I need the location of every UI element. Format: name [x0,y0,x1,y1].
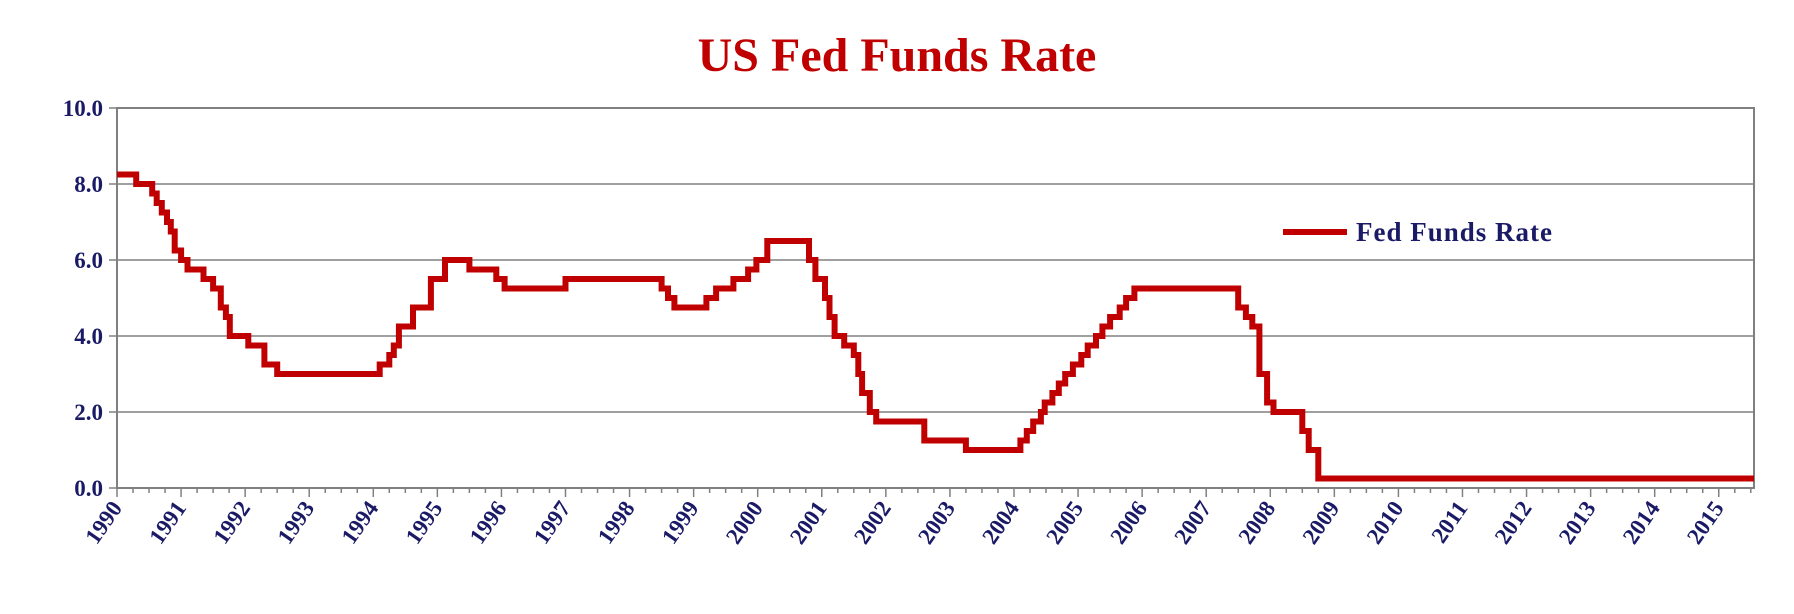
y-axis-ticks: 0.0 2.0 4.0 6.0 8.0 10.0 [63,96,117,501]
x-tick-label: 2009 [1298,497,1345,549]
x-tick-label: 1996 [465,497,512,549]
x-tick-label: 1999 [657,497,704,549]
x-tick-label: 2006 [1105,497,1152,549]
legend: Fed Funds Rate [1283,217,1553,247]
y-tick-label: 6.0 [74,248,103,273]
legend-label: Fed Funds Rate [1356,217,1553,247]
x-tick-label: 1992 [208,497,255,549]
series-line-fed-funds-rate [117,171,1754,482]
x-tick-label: 1994 [337,496,384,548]
plot-area [116,107,1755,489]
y-tick-label: 0.0 [74,476,103,501]
x-tick-label: 1995 [401,497,448,549]
x-tick-label: 2004 [977,496,1024,548]
y-tick-label: 4.0 [74,324,103,349]
x-tick-label: 2015 [1682,497,1729,549]
x-tick-label: 1998 [593,497,640,549]
x-tick-label: 1993 [272,497,319,549]
x-tick-label: 2008 [1234,497,1281,549]
x-tick-label: 2005 [1041,497,1088,549]
x-tick-label: 2014 [1618,496,1665,548]
y-tick-label: 8.0 [74,172,103,197]
x-tick-label: 2003 [913,497,960,549]
x-tick-label: 2000 [721,497,768,549]
x-tick-label: 2011 [1426,497,1472,548]
x-tick-label: 2013 [1554,497,1601,549]
x-axis-ticks: 1990 1991 1992 1993 1994 1995 1996 1997 1998 1999… [80,488,1752,549]
chart-title: US Fed Funds Rate [697,29,1097,82]
x-tick-label: 1997 [529,497,576,549]
x-tick-label: 2007 [1169,497,1216,549]
y-tick-label: 2.0 [74,400,103,425]
x-tick-label: 2010 [1362,497,1409,549]
grid-lines [117,183,1754,413]
x-tick-label: 1991 [144,497,191,549]
x-tick-label: 2012 [1490,497,1537,549]
x-tick-label: 2002 [849,497,896,549]
y-tick-label: 10.0 [63,96,103,121]
x-tick-label: 2001 [785,497,832,549]
x-tick-label: 1990 [80,497,127,549]
